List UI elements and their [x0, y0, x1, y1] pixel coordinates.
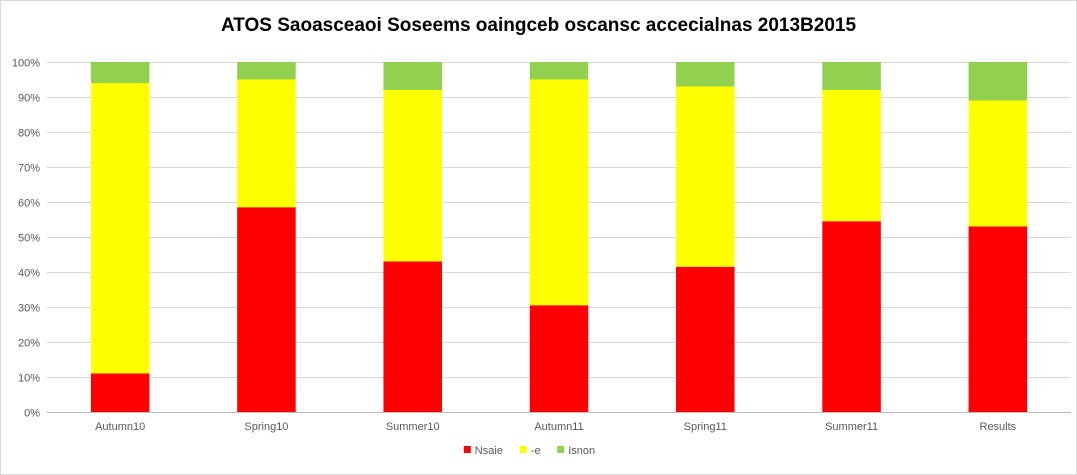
- bar-segment-e: [676, 86, 735, 267]
- bar-segment-nsaie: [822, 221, 881, 412]
- bar-segment-e: [383, 90, 442, 262]
- bar-segment-isnon: [676, 62, 735, 87]
- y-tick-label: 60%: [18, 198, 40, 210]
- y-tick-label: 100%: [12, 58, 40, 70]
- x-tick-label: Summer10: [386, 421, 440, 433]
- y-tick-label: 90%: [18, 93, 40, 105]
- bar-segment-e: [90, 83, 150, 374]
- legend-label: -e: [531, 445, 541, 457]
- x-tick-label: Results: [980, 421, 1017, 433]
- bar-segment-isnon: [383, 62, 442, 90]
- bar-segment-nsaie: [383, 261, 442, 412]
- legend-swatch: [519, 446, 527, 453]
- bar-segment-e: [237, 79, 296, 208]
- bar-segment-nsaie: [676, 266, 735, 412]
- bar-segment-e: [529, 79, 589, 306]
- y-tick-label: 40%: [18, 268, 40, 280]
- chart-title: ATOS Saoasceaoi Soseems oaingceb oscansc…: [220, 15, 857, 36]
- bar-segment-nsaie: [237, 207, 296, 412]
- bar-segment-nsaie: [90, 373, 150, 412]
- y-tick-label: 30%: [18, 303, 40, 315]
- x-tick-label: Spring11: [684, 421, 727, 433]
- bar-segment-nsaie: [529, 305, 589, 412]
- y-tick-label: 80%: [18, 128, 40, 140]
- legend-swatch: [557, 446, 565, 453]
- legend-swatch: [463, 446, 471, 453]
- bar-segment-isnon: [822, 62, 881, 90]
- bar-segment-isnon: [90, 62, 150, 83]
- bar-segment-isnon: [237, 62, 296, 80]
- x-tick-label: Autumn11: [534, 421, 583, 433]
- y-tick-label: 0%: [24, 408, 40, 420]
- bar-segment-e: [822, 90, 881, 222]
- bar-segment-nsaie: [968, 226, 1028, 412]
- legend-label: Isnon: [568, 445, 595, 457]
- legend-label: Nsaie: [475, 445, 503, 457]
- x-tick-label: Autumn10: [95, 421, 145, 433]
- bar-segment-isnon: [529, 62, 589, 80]
- bar-segment-isnon: [968, 62, 1028, 101]
- x-tick-label: Spring10: [244, 421, 288, 433]
- y-tick-label: 70%: [18, 163, 40, 175]
- x-tick-label: Summer11: [825, 421, 878, 433]
- bar-segment-e: [968, 100, 1028, 227]
- y-tick-label: 10%: [18, 373, 40, 385]
- y-tick-label: 50%: [18, 233, 40, 245]
- y-tick-label: 20%: [18, 338, 40, 350]
